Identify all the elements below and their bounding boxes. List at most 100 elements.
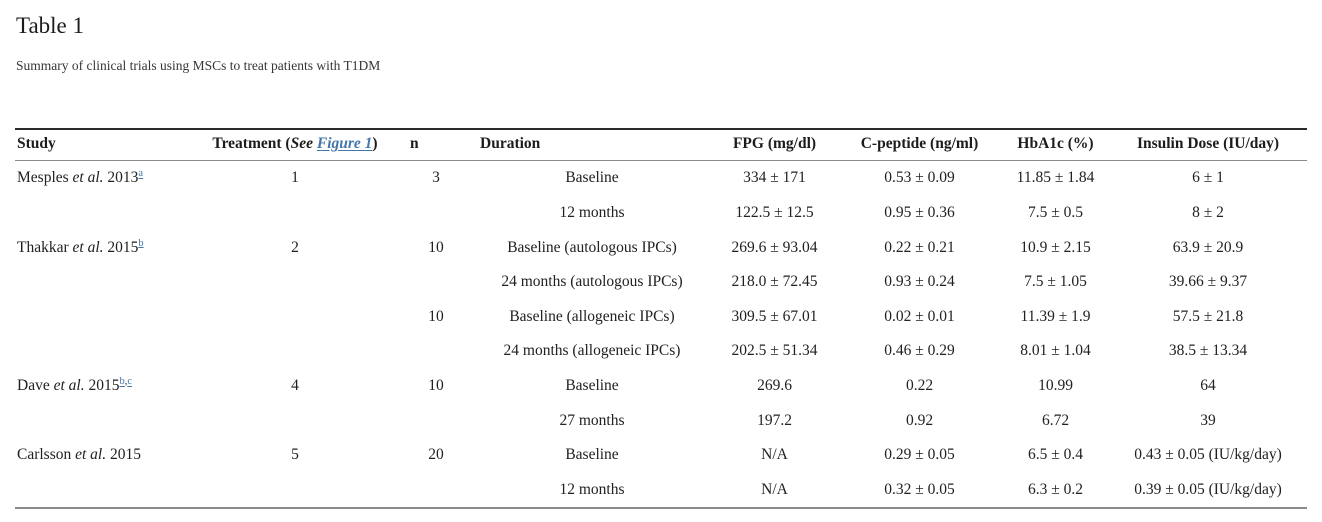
study-cell: Thakkar et al. 2015b — [17, 237, 144, 256]
study-cell: Carlsson et al. 2015 — [17, 446, 141, 464]
insulin-cell: 39 — [1200, 411, 1216, 429]
study-cell: Mesples et al. 2013a — [17, 168, 144, 187]
duration-cell: Baseline — [565, 446, 619, 464]
col-header-n: n — [400, 128, 472, 162]
etal-text: et al. — [72, 238, 104, 256]
col-header-cpeptide-label: C-peptide (ng/ml) — [860, 134, 979, 152]
insulin-cell: 6 ± 1 — [1192, 169, 1224, 187]
cpeptide-cell: 0.46 ± 0.29 — [884, 342, 955, 360]
fpg-cell: 218.0 ± 72.45 — [731, 273, 818, 291]
insulin-cell: 0.39 ± 0.05 (IU/kg/day) — [1134, 480, 1282, 498]
treatment-header-see: See Figure 1 — [290, 134, 373, 152]
duration-cell: Baseline (allogeneic IPCs) — [509, 307, 675, 325]
col-header-treatment: Treatment (See Figure 1) — [190, 128, 400, 162]
cpeptide-cell: 0.95 ± 0.36 — [884, 203, 955, 221]
footnote-sup: b — [119, 376, 124, 387]
duration-cell: Baseline (autologous IPCs) — [507, 238, 677, 256]
treatment-cell: 5 — [291, 446, 299, 464]
cpeptide-cell: 0.32 ± 0.05 — [884, 480, 955, 498]
hba1c-cell: 8.01 ± 1.04 — [1020, 342, 1091, 360]
fpg-cell: 269.6 — [757, 376, 792, 394]
footnote-sup: c — [127, 376, 132, 387]
cpeptide-cell: 0.29 ± 0.05 — [884, 446, 955, 464]
footnote-link-a[interactable]: a — [138, 168, 144, 180]
hba1c-cell: 11.85 ± 1.84 — [1016, 169, 1095, 187]
table-header-row: Study Treatment (See Figure 1) n Duratio… — [15, 128, 1307, 162]
fpg-cell: N/A — [761, 480, 788, 498]
col-header-duration: Duration — [472, 128, 712, 162]
fpg-cell: 334 ± 171 — [743, 169, 806, 187]
insulin-cell: 0.43 ± 0.05 (IU/kg/day) — [1134, 446, 1282, 464]
fpg-cell: 309.5 ± 67.01 — [731, 307, 818, 325]
n-cell: 10 — [428, 307, 444, 325]
table-row: 27 months 197.2 0.92 6.72 39 — [15, 404, 1307, 439]
hba1c-cell: 11.39 ± 1.9 — [1020, 307, 1091, 325]
study-cell: Dave et al. 2015b,c — [17, 375, 132, 394]
col-header-n-label: n — [410, 134, 419, 152]
fpg-cell: 197.2 — [757, 411, 792, 429]
footnote-link-c[interactable]: c — [127, 375, 132, 387]
hba1c-cell: 10.9 ± 2.15 — [1020, 238, 1091, 256]
hba1c-cell: 6.3 ± 0.2 — [1027, 480, 1083, 498]
col-header-duration-label: Duration — [480, 134, 541, 152]
etal-text: et al. — [53, 376, 85, 394]
duration-cell: 12 months — [559, 203, 625, 221]
col-header-insulin: Insulin Dose (IU/day) — [1109, 128, 1307, 162]
footnote-separator: , — [124, 375, 128, 387]
hba1c-cell: 6.5 ± 0.4 — [1027, 446, 1083, 464]
duration-cell: 24 months (autologous IPCs) — [501, 273, 683, 291]
insulin-cell: 8 ± 2 — [1192, 203, 1224, 221]
figure-1-link[interactable]: Figure 1 — [316, 134, 373, 152]
clinical-trials-table: Study Treatment (See Figure 1) n Duratio… — [15, 127, 1307, 510]
hba1c-cell: 7.5 ± 0.5 — [1027, 203, 1083, 221]
table-body: Mesples et al. 2013a 1 3 Baseline 334 ± 171 0… — [15, 161, 1307, 508]
duration-cell: Baseline — [565, 376, 619, 394]
n-cell: 20 — [428, 446, 444, 464]
col-header-fpg: FPG (mg/dl) — [712, 128, 837, 162]
col-header-fpg-label: FPG (mg/dl) — [732, 134, 817, 152]
footnote-link-b[interactable]: b — [138, 237, 144, 249]
duration-cell: 12 months — [559, 480, 625, 498]
col-header-insulin-label: Insulin Dose (IU/day) — [1136, 134, 1280, 152]
etal-text: et al. — [72, 169, 104, 187]
table-row: 12 months N/A 0.32 ± 0.05 6.3 ± 0.2 0.39 ± 0… — [15, 473, 1307, 509]
treatment-cell: 1 — [291, 169, 299, 187]
col-header-cpeptide: C-peptide (ng/ml) — [837, 128, 1002, 162]
treatment-cell: 2 — [291, 238, 299, 256]
cpeptide-cell: 0.53 ± 0.09 — [884, 169, 955, 187]
insulin-cell: 38.5 ± 13.34 — [1168, 342, 1248, 360]
table-row: Dave et al. 2015b,c 4 10 Baseline 269.6 0.22 1… — [15, 369, 1307, 404]
page-subtitle: Summary of clinical trials using MSCs to… — [16, 57, 381, 73]
etal-text: et al. — [75, 446, 107, 464]
n-cell: 10 — [428, 238, 444, 256]
fpg-cell: 122.5 ± 12.5 — [735, 203, 814, 221]
hba1c-cell: 10.99 — [1038, 376, 1073, 394]
table-row: 24 months (autologous IPCs) 218.0 ± 72.45… — [15, 265, 1307, 300]
cpeptide-cell: 0.93 ± 0.24 — [884, 273, 955, 291]
cpeptide-cell: 0.22 ± 0.21 — [884, 238, 955, 256]
insulin-cell: 64 — [1200, 376, 1216, 394]
cpeptide-cell: 0.92 — [905, 411, 934, 429]
insulin-cell: 57.5 ± 21.8 — [1172, 307, 1244, 325]
footnote-sup: a — [138, 168, 143, 179]
hba1c-cell: 6.72 — [1041, 411, 1070, 429]
page-container: Table 1 Summary of clinical trials using… — [0, 12, 1322, 510]
col-header-study: Study — [15, 128, 190, 162]
col-header-study-label: Study — [17, 134, 56, 152]
footnote-link-b[interactable]: b — [119, 375, 125, 387]
treatment-header-prefix: Treatment ( — [212, 134, 291, 152]
treatment-cell: 4 — [291, 376, 299, 394]
col-header-hba1c: HbA1c (%) — [1002, 128, 1109, 162]
table-row: 24 months (allogeneic IPCs) 202.5 ± 51.34… — [15, 334, 1307, 369]
duration-cell: 27 months — [559, 411, 625, 429]
table-row: 10 Baseline (allogeneic IPCs) 309.5 ± 67.0… — [15, 300, 1307, 335]
col-header-hba1c-label: HbA1c (%) — [1017, 134, 1094, 152]
table-row: Carlsson et al. 2015 5 20 Baseline N/A 0.29 ±… — [15, 438, 1307, 473]
fpg-cell: N/A — [761, 446, 788, 464]
n-cell: 3 — [432, 169, 440, 187]
fpg-cell: 202.5 ± 51.34 — [731, 342, 818, 360]
cpeptide-cell: 0.22 — [905, 376, 934, 394]
hba1c-cell: 7.5 ± 1.05 — [1024, 273, 1087, 291]
fpg-cell: 269.6 ± 93.04 — [731, 238, 818, 256]
cpeptide-cell: 0.02 ± 0.01 — [884, 307, 955, 325]
